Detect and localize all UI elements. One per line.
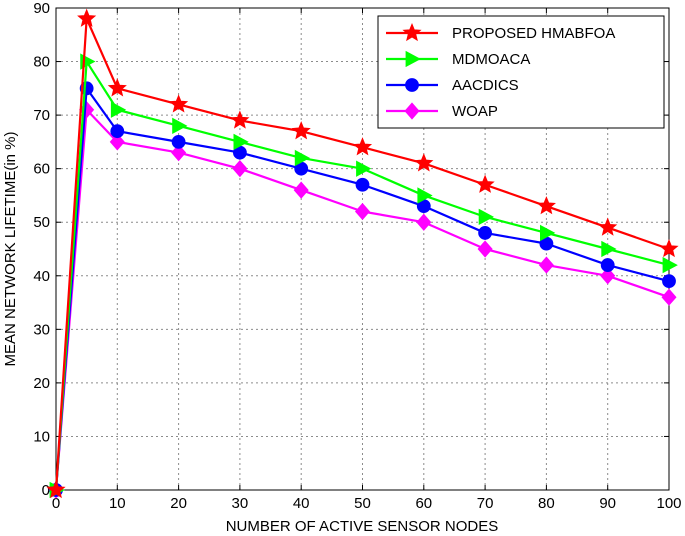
data-point-woap bbox=[600, 267, 616, 285]
series-line-aacdics bbox=[54, 87, 670, 491]
data-point-proposed-hmabfoa bbox=[475, 174, 495, 193]
data-point-proposed-hmabfoa bbox=[169, 94, 189, 113]
data-point-mdmoaca bbox=[356, 160, 372, 177]
data-point-woap bbox=[232, 160, 248, 178]
legend-marker-mdmoaca bbox=[405, 50, 421, 68]
data-point-mdmoaca bbox=[417, 187, 433, 204]
data-point-aacdics bbox=[355, 177, 370, 192]
data-point-aacdics bbox=[662, 274, 676, 289]
data-point-woap bbox=[354, 202, 371, 221]
data-point-proposed-hmabfoa bbox=[598, 217, 618, 236]
y-axis-title: MEAN NETWORK LIFETIME(in %) bbox=[2, 131, 19, 366]
series-group bbox=[46, 8, 679, 499]
y-tick-label: 40 bbox=[33, 268, 50, 285]
data-point-proposed-hmabfoa bbox=[77, 8, 97, 27]
data-point-mdmoaca bbox=[172, 117, 188, 134]
legend-marker-proposed-hmabfoa bbox=[402, 22, 422, 42]
data-point-woap bbox=[293, 181, 309, 199]
data-point-aacdics bbox=[478, 226, 493, 240]
legend-marker-aacdics bbox=[405, 78, 419, 92]
x-axis-title: NUMBER OF ACTIVE SENSOR NODES bbox=[226, 518, 499, 535]
series-line-proposed-hmabfoa bbox=[54, 17, 670, 491]
y-tick-label: 90 bbox=[33, 0, 50, 17]
data-point-woap bbox=[416, 213, 432, 231]
data-point-mdmoaca bbox=[540, 224, 556, 242]
y-tick-label: 70 bbox=[33, 107, 50, 124]
x-tick-label: 0 bbox=[52, 495, 60, 512]
x-tick-label: 20 bbox=[170, 495, 187, 512]
x-tick-label: 90 bbox=[599, 495, 616, 512]
x-tick-label: 40 bbox=[293, 495, 310, 512]
x-tick-label: 100 bbox=[656, 495, 681, 512]
legend-label-aacdics: AACDICS bbox=[452, 77, 519, 94]
data-point-proposed-hmabfoa bbox=[659, 238, 679, 258]
x-tick-label: 10 bbox=[109, 495, 126, 512]
y-tick-label: 10 bbox=[33, 428, 50, 445]
x-tick-label: 80 bbox=[538, 495, 555, 512]
data-point-mdmoaca bbox=[110, 101, 127, 118]
legend-label-woap: WOAP bbox=[452, 103, 498, 120]
data-point-mdmoaca bbox=[662, 256, 678, 274]
data-point-aacdics bbox=[171, 134, 186, 149]
data-point-proposed-hmabfoa bbox=[230, 110, 250, 129]
data-point-mdmoaca bbox=[294, 149, 311, 167]
data-point-aacdics bbox=[600, 258, 615, 272]
y-tick-label: 20 bbox=[33, 375, 50, 392]
legend-marker-woap bbox=[404, 102, 420, 120]
x-tick-label: 30 bbox=[232, 495, 249, 512]
legend-box bbox=[377, 15, 665, 129]
series-line-woap bbox=[54, 108, 670, 491]
legend-label-mdmoaca: MDMOACA bbox=[452, 51, 530, 68]
data-point-woap bbox=[538, 256, 554, 274]
data-point-woap bbox=[477, 240, 493, 258]
data-point-proposed-hmabfoa bbox=[291, 121, 311, 140]
x-tick-label: 50 bbox=[354, 495, 371, 512]
data-point-woap bbox=[171, 143, 187, 162]
data-point-proposed-hmabfoa bbox=[107, 78, 127, 97]
data-point-proposed-hmabfoa bbox=[536, 196, 556, 215]
legend: PROPOSED HMABFOA MDMOACA AACDICS WOAP bbox=[377, 15, 665, 129]
y-tick-label: 0 bbox=[42, 482, 50, 499]
data-point-mdmoaca bbox=[601, 240, 617, 258]
x-tick-label: 70 bbox=[477, 495, 494, 512]
legend-label-proposed-hmabfoa: PROPOSED HMABFOA bbox=[452, 25, 615, 42]
y-tick-label: 80 bbox=[33, 54, 50, 71]
x-tick-label: 60 bbox=[415, 495, 432, 512]
data-point-proposed-hmabfoa bbox=[46, 479, 66, 499]
y-tick-label: 30 bbox=[33, 321, 50, 338]
data-point-proposed-hmabfoa bbox=[352, 137, 373, 156]
data-point-woap bbox=[109, 133, 125, 151]
series-proposed-hmabfoa bbox=[46, 8, 679, 499]
tick-labels: 0 10 20 30 40 50 60 70 80 90 100 0 10 20 30 40 50 60 70 80 9… bbox=[33, 0, 681, 512]
data-point-proposed-hmabfoa bbox=[414, 153, 434, 172]
y-tick-label: 60 bbox=[33, 161, 50, 178]
series-line-mdmoaca bbox=[54, 60, 670, 491]
y-tick-label: 50 bbox=[33, 214, 50, 231]
data-point-woap bbox=[661, 288, 677, 306]
data-point-mdmoaca bbox=[233, 133, 249, 151]
data-point-mdmoaca bbox=[478, 208, 494, 226]
data-point-aacdics bbox=[110, 124, 125, 139]
